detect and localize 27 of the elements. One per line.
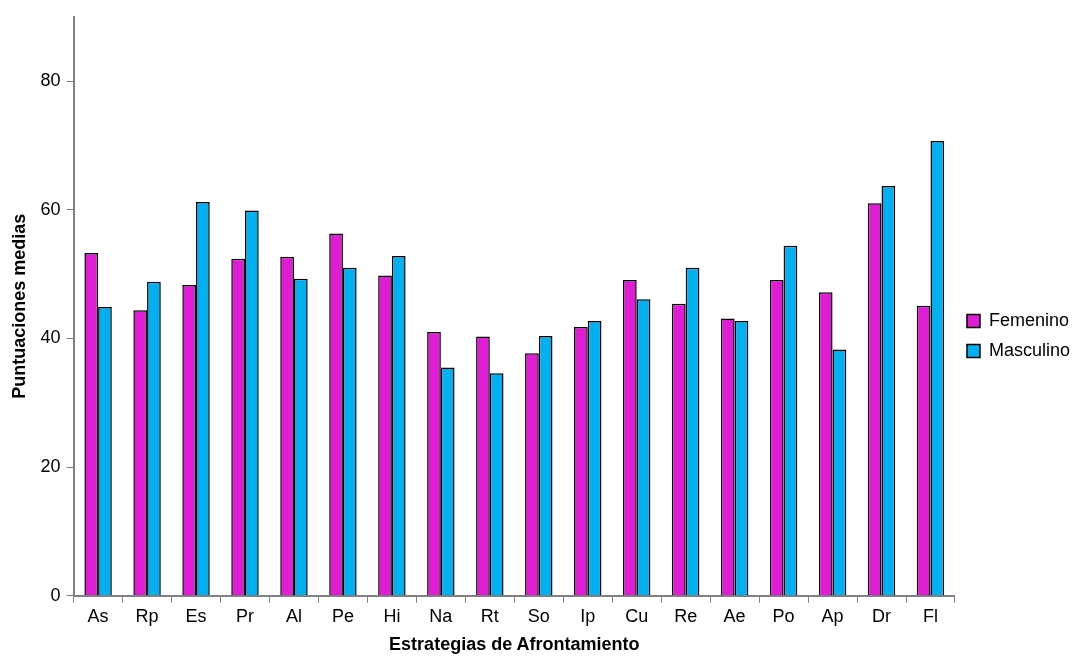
legend-label: Masculino <box>988 339 1071 360</box>
x-tick-label: Rp <box>135 605 159 626</box>
x-tick-label: Na <box>429 605 454 626</box>
x-tick-label: Re <box>674 605 698 626</box>
x-tick-label: As <box>87 605 109 626</box>
y-tick-label: 60 <box>40 198 61 219</box>
legend-label: Femenino <box>988 309 1070 330</box>
x-tick-label: Po <box>772 605 795 626</box>
x-axis-title: Estrategias de Afrontamiento <box>389 634 640 655</box>
x-tick-label: Ip <box>580 605 596 626</box>
x-tick-label: Fl <box>922 605 938 626</box>
x-tick-label: So <box>527 605 550 626</box>
x-tick-label: Ae <box>723 605 746 626</box>
x-tick-label: Dr <box>872 605 892 626</box>
x-tick-label: Pr <box>235 605 254 626</box>
x-tick-label: Rt <box>480 605 499 626</box>
x-tick-label: Hi <box>383 605 401 626</box>
y-tick-label: 20 <box>40 456 61 477</box>
y-tick-label: 0 <box>50 584 61 605</box>
x-tick-label: Ap <box>821 605 844 626</box>
y-tick-label: 40 <box>40 327 61 348</box>
x-tick-label: Pe <box>331 605 354 626</box>
x-tick-label: Es <box>185 605 207 626</box>
y-tick-label: 80 <box>40 70 61 91</box>
y-axis-title: Puntuaciones medias <box>8 213 29 399</box>
x-tick-label: Al <box>285 605 302 626</box>
x-tick-label: Cu <box>625 605 649 626</box>
